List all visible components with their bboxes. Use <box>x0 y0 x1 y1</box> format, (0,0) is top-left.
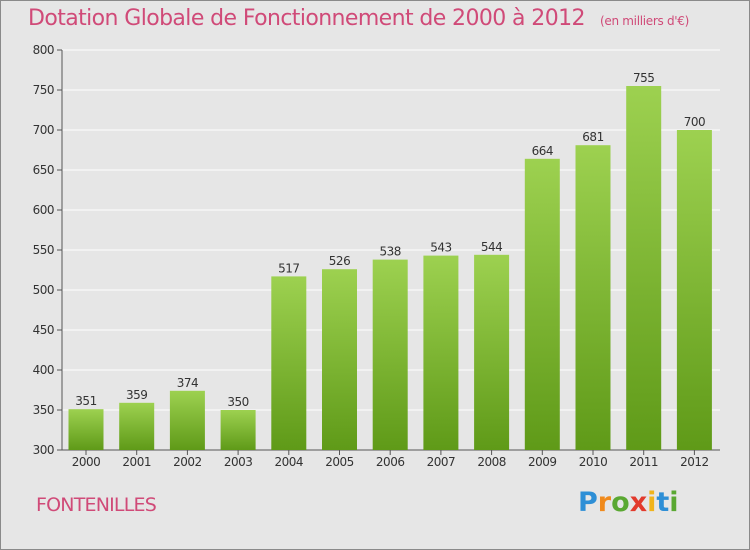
bar <box>119 402 155 450</box>
logo-letter: i <box>647 487 657 518</box>
data-label: 517 <box>278 261 299 275</box>
bar <box>322 269 357 450</box>
data-label: 350 <box>227 395 248 409</box>
y-tick-label: 750 <box>33 83 54 97</box>
x-tick-label: 2004 <box>275 455 304 469</box>
data-label: 544 <box>481 240 502 254</box>
x-tick-label: 2001 <box>122 455 151 469</box>
bar <box>575 145 611 450</box>
commune-name: FONTENILLES <box>36 494 157 516</box>
data-label: 543 <box>430 241 451 255</box>
bar <box>271 276 307 450</box>
y-tick-label: 600 <box>33 203 54 217</box>
data-label: 374 <box>177 376 198 390</box>
y-tick-label: 350 <box>33 403 54 417</box>
bar <box>423 255 459 450</box>
bar <box>68 409 104 450</box>
data-label: 664 <box>532 144 553 158</box>
logo-letter: r <box>597 487 612 518</box>
bar <box>626 86 662 450</box>
bar <box>524 158 560 451</box>
y-tick-label: 400 <box>33 363 54 377</box>
x-tick-label: 2005 <box>325 455 354 469</box>
logo-letter: o <box>611 487 630 518</box>
y-tick-label: 450 <box>33 323 54 337</box>
logo-letter: t <box>656 487 670 518</box>
data-label: 681 <box>582 130 603 144</box>
logo-letter: P <box>578 487 598 518</box>
data-label: 755 <box>633 71 654 85</box>
x-tick-label: 2011 <box>629 455 658 469</box>
bar <box>676 130 712 450</box>
y-tick-label: 300 <box>33 443 54 457</box>
data-label: 538 <box>379 245 400 259</box>
x-tick-label: 2003 <box>224 455 253 469</box>
data-label: 351 <box>75 394 96 408</box>
y-tick-label: 550 <box>33 243 54 257</box>
bar <box>220 410 256 450</box>
x-tick-label: 2000 <box>72 455 101 469</box>
logo-letter: i <box>669 487 679 518</box>
x-tick-label: 2012 <box>680 455 709 469</box>
x-tick-label: 2007 <box>427 455 456 469</box>
proxiti-logo[interactable]: Proxiti <box>578 487 679 518</box>
y-tick-label: 700 <box>33 123 54 137</box>
bar <box>372 259 408 450</box>
y-tick-label: 800 <box>33 43 54 57</box>
x-tick-label: 2009 <box>528 455 557 469</box>
chart-subtitle: (en milliers d'€) <box>600 14 690 28</box>
chart-title: Dotation Globale de Fonctionnement de 20… <box>28 6 586 31</box>
x-tick-label: 2010 <box>579 455 608 469</box>
bar <box>474 254 510 450</box>
x-tick-label: 2006 <box>376 455 405 469</box>
data-label: 700 <box>684 115 705 129</box>
title-row: Dotation Globale de Fonctionnement de 20… <box>28 6 689 31</box>
logo-letter: x <box>629 487 648 518</box>
bar <box>169 390 205 450</box>
y-tick-label: 500 <box>33 283 54 297</box>
x-tick-label: 2008 <box>477 455 506 469</box>
data-label: 526 <box>329 254 350 268</box>
y-tick-label: 650 <box>33 163 54 177</box>
data-label: 359 <box>126 388 147 402</box>
x-tick-label: 2002 <box>173 455 202 469</box>
